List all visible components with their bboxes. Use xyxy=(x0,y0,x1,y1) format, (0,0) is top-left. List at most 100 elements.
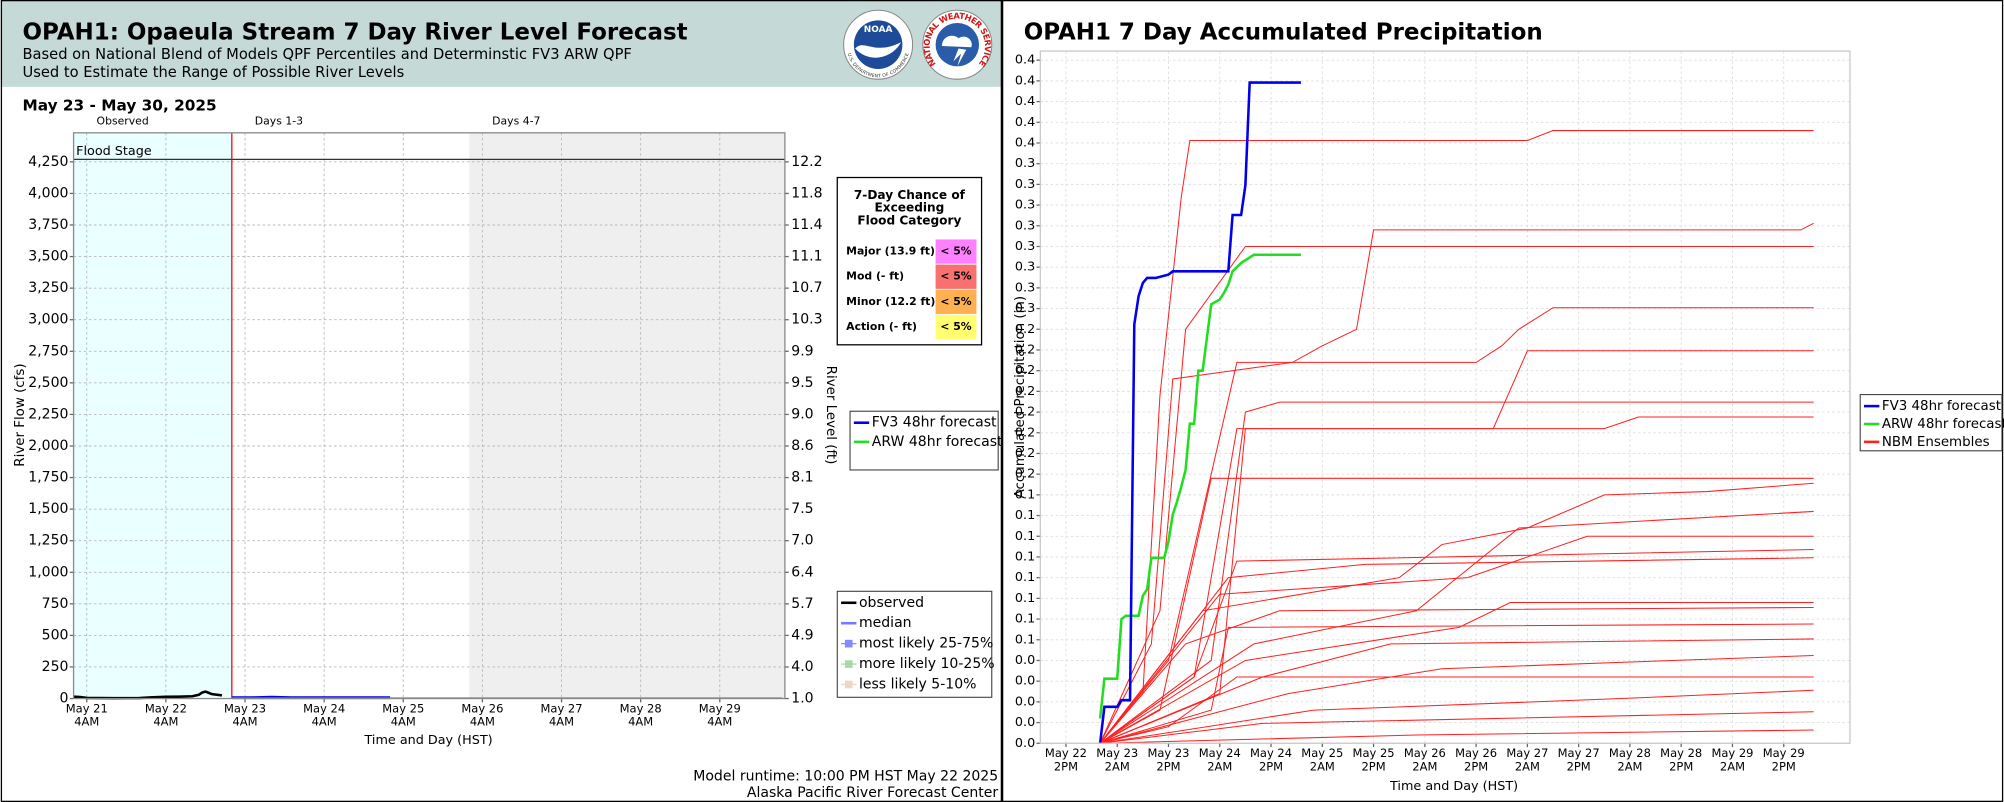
y-tick-label: 2,750 xyxy=(28,343,68,359)
flood-category: Minor (12.2 ft) xyxy=(846,295,935,308)
y2-tick-label: 12.2 xyxy=(791,154,822,170)
y-tick-label: 0.4 xyxy=(1015,73,1035,88)
y-tick-label: 0.1 xyxy=(1015,487,1035,502)
y2-axis-label: River Level (ft) xyxy=(823,366,838,465)
x-axis-label: Time and Day (HST) xyxy=(1389,779,1518,794)
y2-tick-label: 9.9 xyxy=(791,343,813,359)
footer-note: Model runtime: 10:00 PM HST May 22 2025 xyxy=(693,768,998,784)
x-tick-label: 2PM xyxy=(1772,759,1796,773)
y2-tick-label: 9.5 xyxy=(791,375,813,391)
x-tick-label: May 25 xyxy=(1353,746,1395,760)
ensemble-line xyxy=(1099,623,1814,744)
y-tick-label: 4,000 xyxy=(28,185,68,201)
x-tick-label: 4AM xyxy=(628,715,653,729)
x-tick-label: May 24 xyxy=(1250,746,1292,760)
y-tick-label: 0.1 xyxy=(1015,570,1035,585)
x-tick-label: May 24 xyxy=(1199,746,1241,760)
date-range: May 23 - May 30, 2025 xyxy=(22,96,216,114)
ensemble-line xyxy=(1099,535,1814,744)
chart-subtitle: Based on National Blend of Models QPF Pe… xyxy=(22,46,631,63)
ensemble-line xyxy=(1099,307,1814,744)
ensemble-line xyxy=(1099,638,1814,744)
y-tick-label: 0.4 xyxy=(1015,94,1035,109)
y2-tick-label: 6.4 xyxy=(791,564,813,580)
x-tick-label: May 21 xyxy=(66,701,108,715)
ensemble-line xyxy=(1099,557,1814,744)
x-tick-label: May 22 xyxy=(145,701,187,715)
y-tick-label: 3,500 xyxy=(28,249,68,265)
x-tick-label: May 25 xyxy=(1301,746,1343,760)
x-tick-label: 4AM xyxy=(232,715,257,729)
x-tick-label: May 25 xyxy=(382,701,424,715)
y-tick-label: 0.0 xyxy=(1015,653,1035,668)
y-tick-label: 3,250 xyxy=(28,280,68,296)
y2-tick-label: 10.3 xyxy=(791,312,822,328)
x-tick-label: May 23 xyxy=(1096,746,1138,760)
y-tick-label: 0.2 xyxy=(1015,405,1035,420)
ensemble-line xyxy=(1099,601,1814,744)
x-tick-label: 2PM xyxy=(1259,759,1283,773)
flood-category: Mod (- ft) xyxy=(846,270,904,283)
logo-cloud xyxy=(941,35,972,67)
y-tick-label: 0.2 xyxy=(1015,425,1035,440)
y2-tick-label: 4.9 xyxy=(791,627,813,643)
flood-chance-cell xyxy=(935,314,977,340)
y-tick-label: 2,000 xyxy=(28,438,68,454)
ensemble-line xyxy=(1099,222,1814,744)
x-tick-label: May 27 xyxy=(1506,746,1548,760)
y-tick-label: 0.1 xyxy=(1015,549,1035,564)
x-tick-label: 4AM xyxy=(74,715,99,729)
y2-tick-label: 1.0 xyxy=(791,691,813,707)
x-tick-label: May 28 xyxy=(1609,746,1651,760)
flood-stage-label: Flood Stage xyxy=(76,144,152,159)
legend-box xyxy=(849,410,999,471)
chart-title: OPAH1 7 Day Accumulated Precipitation xyxy=(1024,20,1543,46)
legend-label: ARW 48hr forecast xyxy=(1882,417,2004,432)
x-tick-label: 4AM xyxy=(391,715,416,729)
x-tick-label: May 27 xyxy=(541,701,583,715)
header-band xyxy=(0,0,1002,87)
x-axis-label: Time and Day (HST) xyxy=(364,733,493,748)
x-tick-label: May 27 xyxy=(1558,746,1600,760)
y2-tick-label: 10.7 xyxy=(791,280,822,296)
legend-swatch xyxy=(844,660,853,668)
ensemble-line xyxy=(1099,482,1814,744)
flood-table-title: Flood Category xyxy=(857,213,961,227)
flood-chance-cell xyxy=(935,239,977,264)
y2-tick-label: 5.7 xyxy=(791,596,813,612)
x-tick-label: 4AM xyxy=(470,715,495,729)
y-tick-label: 0 xyxy=(60,691,69,707)
noaa-logo: NOAA U.S. DEPARTMENT OF COMMERCE xyxy=(843,9,914,80)
legend-swatch xyxy=(844,680,853,689)
x-tick-label: May 28 xyxy=(1660,746,1702,760)
y-tick-label: 0.1 xyxy=(1015,591,1035,606)
y-tick-label: 0.1 xyxy=(1015,508,1035,523)
x-tick-label: 4AM xyxy=(707,715,732,729)
x-tick-label: 4AM xyxy=(312,715,337,729)
y2-tick-label: 8.6 xyxy=(791,438,813,454)
footer-note: Alaska Pacific River Forecast Center xyxy=(747,785,998,801)
ensemble-line xyxy=(1099,416,1814,744)
x-tick-label: May 26 xyxy=(461,701,503,715)
ensemble-line xyxy=(1100,689,1814,744)
y-tick-label: 2,500 xyxy=(28,375,68,391)
flood-category: Action (- ft) xyxy=(846,320,917,333)
y-tick-label: 0.2 xyxy=(1015,467,1035,482)
y-tick-label: 750 xyxy=(42,596,69,612)
x-tick-label: 2AM xyxy=(1105,759,1130,773)
chart-title: OPAH1: Opaeula Stream 7 Day River Level … xyxy=(22,20,687,46)
y-tick-label: 0.1 xyxy=(1015,529,1035,544)
y2-tick-label: 7.5 xyxy=(791,501,813,517)
legend-label: more likely 10-25% xyxy=(859,656,995,672)
y-tick-label: 0.3 xyxy=(1015,260,1035,275)
x-tick-label: May 28 xyxy=(620,701,662,715)
x-tick-label: 2PM xyxy=(1156,759,1180,773)
legend-label: median xyxy=(859,615,912,631)
flood-category: Major (13.9 ft) xyxy=(846,245,935,258)
x-tick-label: May 29 xyxy=(1763,746,1805,760)
ensemble-line xyxy=(1099,548,1814,744)
y-tick-label: 0.3 xyxy=(1015,239,1035,254)
y-tick-label: 0.3 xyxy=(1015,177,1035,192)
logo-bird xyxy=(855,42,902,58)
y-tick-label: 0.3 xyxy=(1015,280,1035,295)
